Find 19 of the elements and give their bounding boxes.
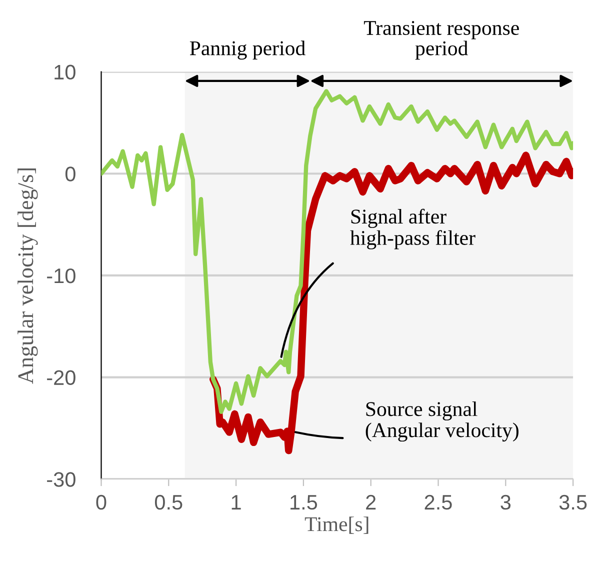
y-axis-title: Angular velocity [deg/s] [18, 168, 38, 384]
y-tick-label: -20 [47, 370, 76, 386]
x-tick-label: 2.5 [424, 494, 452, 510]
x-tick-label: 0.5 [154, 494, 182, 510]
band-label: Pannig period [190, 40, 306, 60]
x-tick-label: 1.5 [290, 495, 318, 510]
y-tick-label: 0 [65, 166, 76, 182]
x-tick-label: 3.5 [559, 494, 587, 510]
x-tick-label: 1 [232, 495, 241, 510]
y-tick-label: -10 [47, 268, 76, 284]
annotation: Signal after high-pass filter [350, 208, 476, 250]
band-label: Transient response period [364, 21, 519, 60]
y-tick-label: 10 [54, 64, 76, 80]
x-tick-label: 2 [366, 494, 376, 510]
x-tick-label: 0 [96, 494, 106, 510]
annotation: Source signal (Angular velocity) [366, 401, 518, 442]
x-tick-label: 3 [500, 494, 511, 510]
y-tick-label: -30 [47, 472, 76, 487]
x-axis-title: Time[s] [304, 516, 368, 534]
